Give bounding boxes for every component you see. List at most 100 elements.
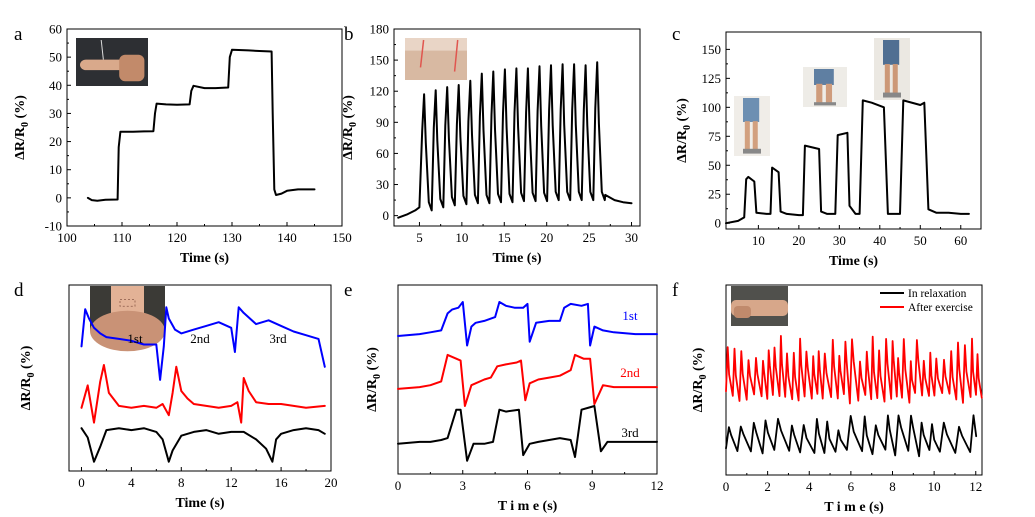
series-line xyxy=(397,61,633,219)
y-axis-label: ΔR/R0 (%) xyxy=(365,347,383,412)
panel-label: d xyxy=(14,280,24,301)
series-line-0 xyxy=(397,301,658,347)
x-tick-label: 20 xyxy=(540,230,553,245)
x-tick-label: 140 xyxy=(277,230,297,245)
x-tick-label: 30 xyxy=(625,230,638,245)
x-axis-label: T i m e (s) xyxy=(498,499,558,514)
panel-e: 0 3 6 9 12 T i m e (s) ΔR/R0 (%) e 1st 2nd 3rd xyxy=(344,280,664,514)
y-tick-label: 150 xyxy=(702,42,722,57)
y-tick-label: 50 xyxy=(49,50,62,65)
series-line-2 xyxy=(397,405,658,462)
annotation: 1st xyxy=(127,331,143,346)
photo-wrist-pulse xyxy=(731,286,788,326)
annotation: 3rd xyxy=(621,425,639,440)
x-tick-label: 4 xyxy=(128,475,135,490)
panel-f: 0 2 4 6 8 10 12 T i m e (s) ΔR/R0 (%) f In relaxat… xyxy=(672,280,983,515)
y-axis-label: ΔR/R0 (%) xyxy=(675,98,693,163)
photo-finger xyxy=(76,38,148,86)
x-tick-label: 50 xyxy=(914,233,927,248)
y-tick-label: 0 xyxy=(56,190,63,205)
y-tick-label: 125 xyxy=(702,71,722,86)
x-tick-label: 130 xyxy=(222,230,242,245)
legend-label: After exercise xyxy=(908,302,973,314)
panel-label: c xyxy=(672,24,680,45)
x-tick-label: 5 xyxy=(416,230,423,245)
x-axis-label: T i m e (s) xyxy=(824,500,884,515)
x-tick-label: 150 xyxy=(332,230,352,245)
y-axis-label: ΔR/R0 (%) xyxy=(13,95,31,160)
series-line-0 xyxy=(80,306,326,381)
x-tick-label: 20 xyxy=(792,233,805,248)
panel-b: 5 10 15 20 25 30 0 30 60 90 120 150 180 Time (s) ΔR/R0… xyxy=(341,22,641,266)
x-tick-label: 16 xyxy=(275,475,289,490)
x-tick-label: 10 xyxy=(455,230,468,245)
y-axis-label: ΔR/R0 (%) xyxy=(341,95,359,160)
y-tick-label: 180 xyxy=(370,22,390,37)
photo-wrist xyxy=(405,38,467,80)
photo-knee-bend-large xyxy=(874,38,910,100)
y-tick-label: 120 xyxy=(370,84,390,99)
legend-label: In relaxation xyxy=(908,288,967,300)
x-tick-label: 6 xyxy=(524,478,531,493)
series-line xyxy=(725,99,970,225)
x-tick-label: 25 xyxy=(583,230,596,245)
x-tick-label: 20 xyxy=(325,475,338,490)
x-tick-label: 40 xyxy=(873,233,886,248)
x-tick-label: 0 xyxy=(395,478,402,493)
x-axis-label: Time (s) xyxy=(175,496,224,511)
annotation: 2nd xyxy=(190,331,210,346)
y-tick-label: 60 xyxy=(49,22,62,37)
x-tick-label: 0 xyxy=(78,475,85,490)
photo-knee-bend-small xyxy=(734,96,770,156)
plot-frame xyxy=(725,31,982,230)
panel-c: 10 20 30 40 50 60 0 25 50 75 100 125 150 Time (s) ΔR/R… xyxy=(672,24,982,269)
x-tick-label: 10 xyxy=(752,233,765,248)
annotation: 3rd xyxy=(269,331,287,346)
y-tick-label: 40 xyxy=(49,78,62,93)
plot-frame xyxy=(68,284,332,472)
x-tick-label: 2 xyxy=(764,479,771,494)
y-axis-label: ΔR/R0 (%) xyxy=(691,347,709,412)
y-tick-label: 30 xyxy=(376,177,389,192)
x-tick-label: 8 xyxy=(889,479,896,494)
panel-label: a xyxy=(14,24,23,45)
x-tick-label: 120 xyxy=(167,230,187,245)
series-line-1 xyxy=(80,364,326,424)
x-tick-label: 6 xyxy=(848,479,855,494)
x-tick-label: 100 xyxy=(57,230,77,245)
y-tick-label: 25 xyxy=(708,187,721,202)
series-line-0 xyxy=(725,414,978,458)
y-tick-label: 150 xyxy=(370,53,390,68)
x-tick-label: 15 xyxy=(498,230,511,245)
plot-frame xyxy=(393,28,641,227)
series-line-1 xyxy=(397,353,658,407)
y-tick-label: 30 xyxy=(49,106,62,121)
x-tick-label: 30 xyxy=(833,233,846,248)
x-tick-label: 3 xyxy=(460,478,467,493)
y-tick-label: 75 xyxy=(708,129,721,144)
panel-label: f xyxy=(672,280,679,301)
annotation: 2nd xyxy=(620,365,640,380)
y-axis-label: ΔR/R0 (%) xyxy=(19,345,37,410)
series-line xyxy=(86,48,316,202)
y-tick-label: 20 xyxy=(49,134,62,149)
y-tick-label: 0 xyxy=(383,208,390,223)
y-tick-label: 10 xyxy=(49,162,62,177)
y-tick-label: -10 xyxy=(45,219,62,234)
x-axis-label: Time (s) xyxy=(829,254,878,269)
y-tick-label: 100 xyxy=(702,100,722,115)
x-tick-label: 12 xyxy=(225,475,238,490)
legend: In relaxation After exercise xyxy=(880,288,973,314)
y-tick-label: 50 xyxy=(708,158,721,173)
series-line-2 xyxy=(80,427,326,463)
annotation: 1st xyxy=(622,308,638,323)
x-tick-label: 9 xyxy=(589,478,596,493)
x-axis-label: Time (s) xyxy=(492,251,541,266)
panel-d: 0 4 8 12 16 20 Time (s) ΔR/R0 (%) d 1st 2nd 3rd xyxy=(14,280,338,511)
photo-throat xyxy=(90,286,165,352)
y-tick-label: 0 xyxy=(715,216,722,231)
x-tick-label: 12 xyxy=(969,479,982,494)
y-tick-label: 60 xyxy=(376,146,389,161)
panel-a: 100 110 120 130 140 150 -10 0 10 20 30 40 50 60 Time (… xyxy=(13,22,352,267)
